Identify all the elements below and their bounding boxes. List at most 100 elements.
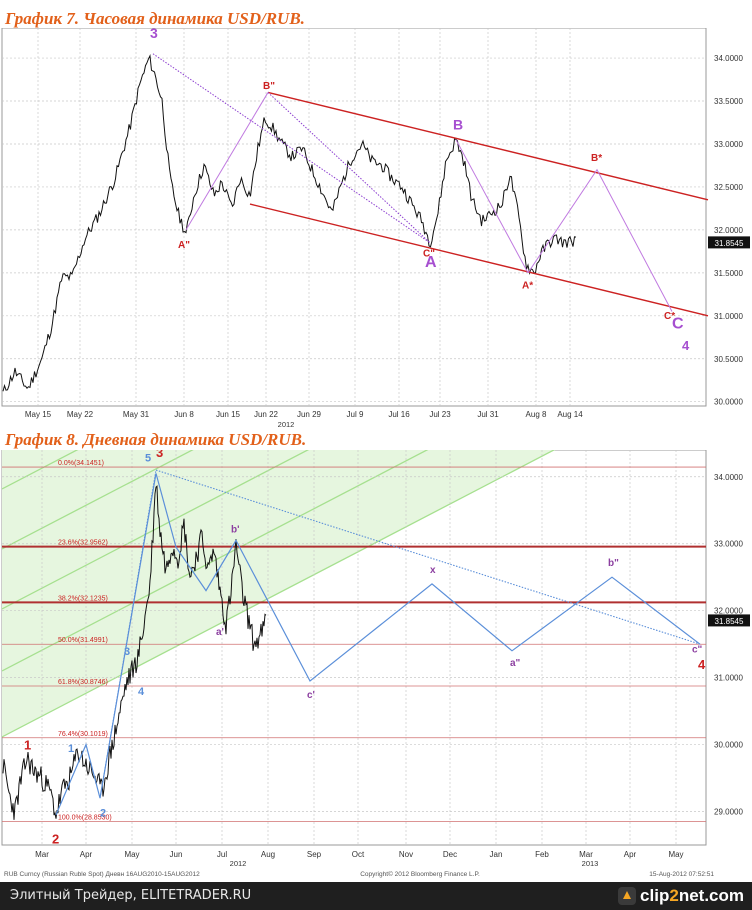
footer-left: RUB Curncy (Russian Ruble Spot) Дневн 16… (4, 871, 200, 878)
blue-label: 2 (100, 808, 106, 820)
price-series (2, 485, 267, 820)
forecast-path (527, 168, 673, 312)
y-tick-label: 31.0000 (714, 674, 743, 683)
x-tick-label: May (668, 850, 683, 859)
wave-line (267, 92, 431, 244)
x-tick-label: Oct (352, 850, 365, 859)
chart8: 34.0000 33.0000 32.0000 31.0000 30.0000 29.00… (0, 445, 752, 878)
chart7-svg: 34.0000 33.5000 33.0000 32.5000 32.0000 31.50… (1, 25, 750, 439)
x-tick-label: Jul 23 (429, 410, 451, 419)
wave-line (455, 139, 529, 274)
x-tick-label: Jul 9 (347, 410, 364, 419)
x-tick-label: Feb (535, 850, 549, 859)
point-label: A" (178, 240, 190, 251)
x-tick-label: Dec (443, 850, 457, 859)
wave-label: 3 (156, 450, 163, 460)
wave-label: 4 (682, 338, 690, 353)
chart8-title: График 8. Дневная динамика USD/RUB. (5, 430, 307, 449)
y-tick-label: 32.5000 (714, 183, 743, 192)
logo-text-b: 2 (669, 886, 679, 905)
logo-text-a: clip (640, 886, 670, 905)
x-tick-label: Jul 16 (388, 410, 410, 419)
y-tick-label: 30.0000 (714, 398, 743, 407)
blue-label: 1 (68, 743, 74, 755)
chart8-svg: 34.0000 33.0000 32.0000 31.0000 30.0000 29.00… (1, 445, 750, 878)
x-tick-label: May 31 (123, 410, 150, 419)
footer-copyright: Copyright© 2012 Bloomberg Finance L.P. (360, 870, 480, 878)
x-tick-label: Apr (80, 850, 93, 859)
y-tick-label: 33.5000 (714, 97, 743, 106)
site-footer: Элитный Трейдер, ELITETRADER.RU clip2net… (0, 882, 752, 910)
wave-label: 2 (52, 831, 59, 846)
channel-lower (249, 203, 709, 317)
point-label: x (430, 565, 436, 576)
wave-line (185, 92, 269, 231)
channel-upper (267, 91, 709, 201)
point-label: a' (216, 627, 224, 638)
y-tick-label: 34.0000 (714, 473, 743, 482)
trend-line (2, 450, 429, 672)
x-tick-label: Jul (217, 850, 227, 859)
x-tick-label: Jun 29 (297, 410, 322, 419)
x-tick-label: Jan (490, 850, 503, 859)
trend-line (2, 450, 556, 738)
wave-label: 1 (24, 738, 31, 753)
last-price-box (708, 236, 750, 249)
x-tick-label: Sep (307, 850, 322, 859)
y-tick-label: 30.0000 (714, 741, 743, 750)
x-tick-label: Aug 8 (526, 410, 547, 419)
y-tick-label: 32.0000 (714, 226, 743, 235)
wave-label: A (425, 254, 437, 271)
x-tick-label: May (124, 850, 139, 859)
x-tick-label: Jun (170, 850, 183, 859)
wave-label: 4 (698, 657, 706, 672)
point-label: A* (522, 281, 533, 292)
y-tick-label: 30.5000 (714, 355, 743, 364)
fib-label: 76.4%(30.1019) (58, 731, 108, 738)
last-price-box (708, 614, 750, 627)
point-label: B" (263, 81, 275, 92)
chart7: 34.0000 33.5000 33.0000 32.5000 32.0000 31.50… (0, 25, 752, 439)
fib-label: 61.8%(30.8746) (58, 679, 108, 686)
point-label: b" (608, 558, 619, 569)
clip-icon (618, 887, 637, 905)
fib-label: 0.0%(34.1451) (58, 460, 104, 467)
x-tick-label: Aug 14 (557, 410, 583, 419)
trend-band-group (2, 450, 556, 738)
wave-line (152, 53, 431, 244)
y-tick-label: 31.0000 (714, 312, 743, 321)
wave-label: C (672, 316, 684, 333)
point-label: c" (692, 645, 703, 656)
footer-credit: Элитный Трейдер, ELITETRADER.RU (10, 888, 252, 903)
y-tick-label: 31.5000 (714, 269, 743, 278)
point-label: b' (231, 525, 240, 536)
plot-area (1, 27, 707, 407)
blue-label: 3 (124, 646, 130, 658)
x-tick-label: May 22 (67, 410, 94, 419)
last-price-label: 31.8545 (715, 617, 744, 626)
wave-label: 3 (150, 28, 158, 41)
y-tick-label: 34.0000 (714, 54, 743, 63)
year-label: 2012 (230, 859, 247, 868)
y-tick-label: 33.0000 (714, 140, 743, 149)
x-tick-label: Aug (261, 850, 275, 859)
point-label: C" (423, 248, 435, 259)
wave-line (99, 470, 157, 799)
point-label: c' (307, 690, 315, 701)
x-tick-label: Jun 15 (216, 410, 241, 419)
wave-path (55, 473, 701, 816)
fib-label: 50.0%(31.4991) (58, 637, 108, 644)
x-tick-label: Jun 22 (254, 410, 279, 419)
x-tick-label: Apr (624, 850, 637, 859)
last-price-label: 31.8545 (715, 239, 744, 248)
point-label: C* (664, 311, 675, 322)
clip2net-logo[interactable]: clip2net.com (617, 885, 744, 907)
trend-line (2, 450, 310, 610)
year-label: 2013 (582, 859, 599, 868)
x-tick-label: May 15 (25, 410, 52, 419)
y-tick-label: 32.0000 (714, 607, 743, 616)
x-tick-label: Mar (35, 850, 49, 859)
price-series (2, 54, 577, 392)
y-tick-label: 33.0000 (714, 540, 743, 549)
chart7-title: График 7. Часовая динамика USD/RUB. (5, 9, 305, 28)
